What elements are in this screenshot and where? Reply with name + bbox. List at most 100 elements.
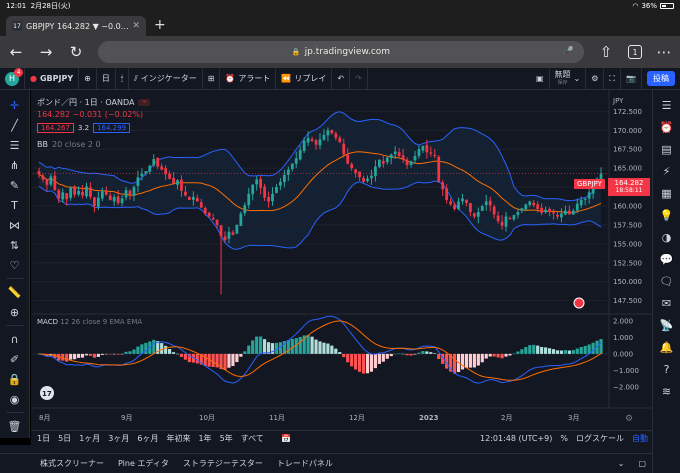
settings-button[interactable]: ⚙ — [586, 67, 605, 90]
indicators-button[interactable]: ⫽ インジケーター — [129, 67, 203, 90]
timeframe-button[interactable]: 3ヶ月 — [108, 433, 130, 443]
new-tab-button[interactable]: + — [154, 17, 166, 33]
fullscreen-button[interactable]: ⛶ — [604, 67, 622, 90]
candle-body — [346, 154, 350, 164]
forward-button[interactable]: → — [39, 43, 53, 61]
notification-icon[interactable]: 🔔 — [659, 340, 674, 354]
heart-icon[interactable]: ♡ — [9, 258, 20, 272]
tab-switcher-button[interactable]: 1 — [628, 45, 642, 59]
streams-icon[interactable]: ◑ — [661, 230, 672, 244]
candle-body — [421, 146, 425, 151]
text-icon[interactable]: T — [11, 198, 18, 212]
brush-icon[interactable]: ✎ — [9, 178, 20, 192]
candle-body — [199, 202, 203, 208]
chats-icon[interactable]: 💬 — [659, 252, 674, 266]
macd-histogram-bar — [571, 350, 575, 354]
candle-body — [560, 213, 563, 218]
bottom-panel-tab[interactable]: 株式スクリーナー — [40, 459, 104, 468]
macd-label[interactable]: MACD — [37, 318, 58, 326]
tradingview-logo-text: 17 — [42, 390, 52, 398]
magnet-icon[interactable]: ∩ — [10, 332, 19, 346]
watchlist-icon[interactable]: ☰ — [661, 98, 672, 112]
percent-toggle[interactable]: % — [560, 433, 568, 443]
zoom-in-icon[interactable]: ⊕ — [9, 305, 20, 319]
maximize-panel-icon[interactable]: ▢ — [638, 459, 646, 468]
timeframe-button[interactable]: 1ヶ月 — [79, 433, 101, 443]
more-menu-button[interactable]: ⋯ — [656, 43, 672, 61]
hotlist-icon[interactable]: ⚡ — [662, 164, 671, 178]
trend-line-icon[interactable]: ╱ — [11, 118, 18, 132]
snapshot-button[interactable]: 📷 — [621, 67, 642, 90]
layout-grid-button[interactable]: ▣ — [531, 67, 550, 90]
layers-icon[interactable]: ≋ — [661, 384, 672, 398]
help-icon[interactable]: ? — [663, 362, 670, 376]
lock-drawings-icon[interactable]: ✐ — [9, 352, 20, 366]
publish-button[interactable]: 投稿 — [647, 71, 675, 86]
grid-icon: ⊞ — [207, 74, 215, 83]
macd-histogram-bar — [282, 341, 286, 354]
timeframe-button[interactable]: 1年 — [198, 433, 212, 443]
candle-body — [69, 187, 73, 198]
compare-button[interactable]: ⊕ — [79, 67, 97, 90]
candle-body — [168, 173, 171, 179]
macd-histogram-bar — [377, 353, 381, 364]
timeframe-button[interactable]: すべて — [240, 433, 264, 443]
templates-button[interactable]: ⊞ — [203, 67, 221, 90]
share-button[interactable]: ⇧ — [599, 43, 613, 61]
macd-histogram-bar — [187, 353, 191, 363]
layout-name-button[interactable]: 無題 保存 ⌄ — [550, 67, 587, 90]
bb-label[interactable]: BB — [37, 139, 48, 149]
lock-icon[interactable]: 🔒 — [7, 372, 22, 386]
close-tab-icon[interactable]: ✕ — [132, 21, 140, 31]
microphone-icon[interactable]: 🎤 — [562, 47, 574, 57]
reload-button[interactable]: ↻ — [69, 43, 83, 61]
sell-button[interactable]: 164.267 — [37, 123, 74, 133]
comment-icon[interactable]: 🗨 — [659, 274, 674, 288]
alarm-clock-icon[interactable]: ⏰ — [659, 120, 674, 134]
buy-button[interactable]: 164.299 — [93, 123, 131, 133]
timeframe-button[interactable]: 5年 — [219, 433, 233, 443]
auto-scale-toggle[interactable]: 自動 — [632, 433, 648, 443]
calendar-goto-icon[interactable]: 📅 — [281, 433, 291, 443]
messages-icon[interactable]: ✉ — [661, 296, 672, 310]
redo-button[interactable]: ↷ — [350, 67, 368, 90]
back-button[interactable]: ← — [9, 43, 23, 61]
bottom-panel-tab[interactable]: トレードパネル — [276, 459, 333, 468]
prediction-icon[interactable]: ⇅ — [9, 238, 20, 252]
timeframe-button[interactable]: 年初来 — [166, 433, 191, 443]
clock-text[interactable]: 12:01:48 (UTC+9) — [480, 433, 553, 443]
calendar-icon[interactable]: ▦ — [661, 186, 672, 200]
symbol-search[interactable]: ● GBPJPY — [25, 67, 80, 90]
chart-type-button[interactable]: 🕯 — [116, 67, 130, 90]
horizontal-lines-icon[interactable]: ☰ — [9, 138, 20, 152]
broadcast-icon[interactable]: 📡 — [659, 318, 674, 332]
address-bar[interactable]: 🔒 jp.tradingview.com 🎤 — [98, 41, 584, 63]
trash-icon[interactable]: 🗑 — [7, 419, 22, 433]
replay-button[interactable]: ⏪ リプレイ — [276, 67, 333, 90]
data-window-icon[interactable]: ▤ — [661, 142, 672, 156]
timeframe-button[interactable]: 6ヶ月 — [137, 433, 159, 443]
timeframe-button[interactable]: 1日 — [37, 433, 51, 443]
chart-pane[interactable]: JPY172.500170.000167.500165.000162.50016… — [31, 90, 652, 430]
divider — [5, 278, 24, 279]
tradingview-favicon-icon: 17 — [12, 21, 22, 31]
crosshair-icon[interactable]: ✛ — [9, 98, 20, 112]
bottom-panel-tab[interactable]: Pine エディタ — [118, 459, 169, 468]
undo-button[interactable]: ↶ — [332, 67, 351, 90]
bottom-panel-tab[interactable]: ストラテジーテスター — [182, 459, 263, 468]
interval-button[interactable]: 日 — [97, 67, 116, 90]
eye-icon[interactable]: ◉ — [9, 392, 20, 406]
alert-button[interactable]: ⏰ アラート — [220, 67, 277, 90]
ruler-icon[interactable]: 📏 — [7, 285, 22, 299]
pitchfork-icon[interactable]: ⋔ — [9, 158, 20, 172]
chart-canvas[interactable]: JPY172.500170.000167.500165.000162.50016… — [31, 90, 652, 430]
timeframe-button[interactable]: 5日 — [58, 433, 72, 443]
ideas-icon[interactable]: 💡 — [659, 208, 674, 222]
log-scale-toggle[interactable]: ログスケール — [576, 433, 624, 443]
candle-body — [108, 195, 112, 200]
pattern-icon[interactable]: ⋈ — [9, 218, 20, 232]
collapse-panel-icon[interactable]: ⌄ — [617, 459, 625, 468]
browser-tab[interactable]: 17 GBPJPY 164.282 ▼ −0.0… ✕ — [6, 16, 146, 36]
